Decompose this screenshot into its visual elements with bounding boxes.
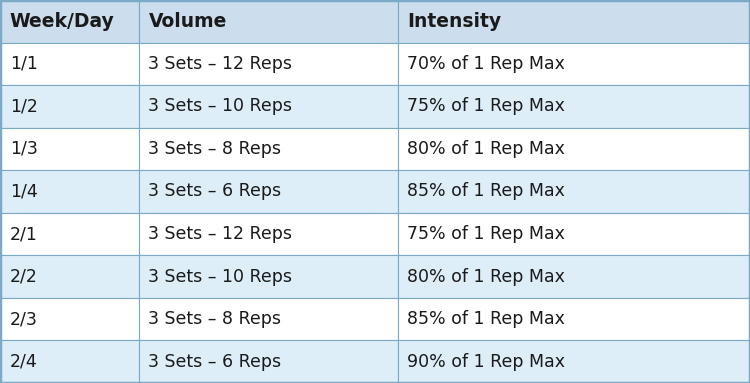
Bar <box>0 213 139 255</box>
Bar <box>398 298 750 340</box>
Bar <box>398 128 750 170</box>
Text: 3 Sets – 8 Reps: 3 Sets – 8 Reps <box>148 140 281 158</box>
Text: 1/1: 1/1 <box>10 55 38 73</box>
Text: 3 Sets – 10 Reps: 3 Sets – 10 Reps <box>148 268 292 286</box>
Text: 80% of 1 Rep Max: 80% of 1 Rep Max <box>407 140 566 158</box>
Bar <box>139 0 398 43</box>
Bar <box>0 85 139 128</box>
Text: Volume: Volume <box>148 12 226 31</box>
Text: 1/2: 1/2 <box>10 97 38 115</box>
Bar <box>139 213 398 255</box>
Text: 2/4: 2/4 <box>10 353 38 371</box>
Bar <box>139 85 398 128</box>
Text: 3 Sets – 12 Reps: 3 Sets – 12 Reps <box>148 225 292 243</box>
Text: 1/4: 1/4 <box>10 183 38 200</box>
Bar <box>0 255 139 298</box>
Text: 2/3: 2/3 <box>10 310 38 328</box>
Bar <box>139 340 398 383</box>
Text: 85% of 1 Rep Max: 85% of 1 Rep Max <box>407 310 566 328</box>
Text: 3 Sets – 10 Reps: 3 Sets – 10 Reps <box>148 97 292 115</box>
Text: 1/3: 1/3 <box>10 140 38 158</box>
Text: 70% of 1 Rep Max: 70% of 1 Rep Max <box>407 55 566 73</box>
Bar <box>398 85 750 128</box>
Bar <box>139 43 398 85</box>
Text: Week/Day: Week/Day <box>10 12 115 31</box>
Bar <box>398 170 750 213</box>
Bar <box>139 170 398 213</box>
Text: 3 Sets – 12 Reps: 3 Sets – 12 Reps <box>148 55 292 73</box>
Text: 85% of 1 Rep Max: 85% of 1 Rep Max <box>407 183 566 200</box>
Text: Intensity: Intensity <box>407 12 502 31</box>
Bar <box>398 340 750 383</box>
Bar <box>0 128 139 170</box>
Bar <box>398 43 750 85</box>
Text: 3 Sets – 8 Reps: 3 Sets – 8 Reps <box>148 310 281 328</box>
Text: 3 Sets – 6 Reps: 3 Sets – 6 Reps <box>148 183 282 200</box>
Text: 75% of 1 Rep Max: 75% of 1 Rep Max <box>407 97 566 115</box>
Text: 2/2: 2/2 <box>10 268 38 286</box>
Bar <box>139 298 398 340</box>
Bar <box>0 170 139 213</box>
Bar <box>0 340 139 383</box>
Text: 3 Sets – 6 Reps: 3 Sets – 6 Reps <box>148 353 282 371</box>
Bar <box>0 0 139 43</box>
Text: 80% of 1 Rep Max: 80% of 1 Rep Max <box>407 268 566 286</box>
Text: 90% of 1 Rep Max: 90% of 1 Rep Max <box>407 353 566 371</box>
Bar <box>0 43 139 85</box>
Text: 2/1: 2/1 <box>10 225 38 243</box>
Bar <box>0 298 139 340</box>
Bar <box>398 213 750 255</box>
Bar <box>398 0 750 43</box>
Bar <box>139 128 398 170</box>
Bar <box>139 255 398 298</box>
Text: 75% of 1 Rep Max: 75% of 1 Rep Max <box>407 225 566 243</box>
Bar <box>398 255 750 298</box>
